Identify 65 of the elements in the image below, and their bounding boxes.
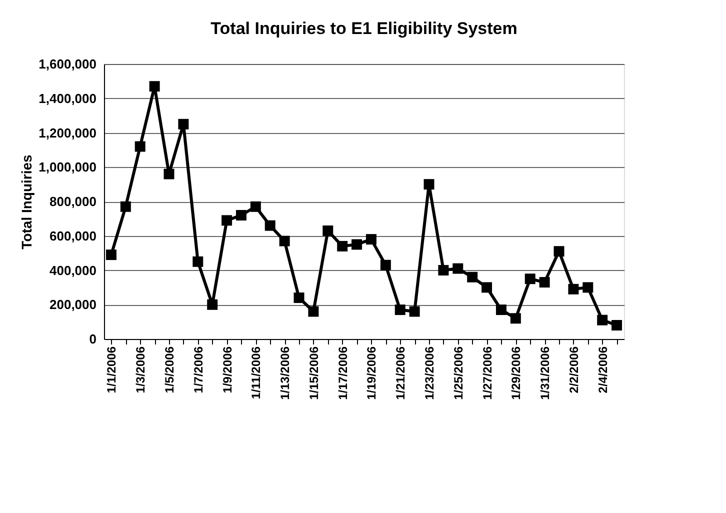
point (424, 179, 434, 190)
y-tick-label: 1,200,000 (38, 125, 96, 140)
point (308, 306, 319, 317)
x-tick-label: 1/31/2006 (538, 346, 552, 400)
y-tick-label: 600,000 (50, 228, 96, 244)
point (510, 313, 521, 324)
point (192, 256, 204, 267)
point (322, 225, 334, 236)
point (279, 236, 290, 246)
point (438, 265, 449, 276)
point (337, 240, 348, 252)
x-tick-label: 1/1/2006 (104, 346, 119, 394)
point (366, 234, 376, 245)
point (409, 306, 420, 317)
x-tick-label: 2/2/2006 (566, 346, 581, 394)
x-tick-label: 1/5/2006 (162, 346, 176, 394)
point (164, 168, 174, 180)
point (250, 201, 261, 212)
x-tick-label: 1/7/2006 (191, 346, 206, 394)
point (178, 118, 189, 130)
y-tick-label: 0 (89, 332, 96, 346)
point (236, 210, 246, 220)
x-tick-label: 1/9/2006 (220, 346, 234, 394)
point (452, 263, 464, 274)
y-tick-label: 400,000 (50, 262, 96, 278)
point (120, 201, 131, 212)
point (597, 314, 608, 326)
point (554, 246, 564, 257)
point (294, 292, 304, 303)
point (582, 282, 594, 293)
x-tick-label: 1/25/2006 (451, 346, 466, 400)
point (612, 320, 622, 330)
x-tick-label: 1/3/2006 (134, 346, 148, 394)
y-tick-label: 800,000 (50, 194, 96, 209)
point (149, 81, 160, 92)
y-tick-label: 1,000,000 (38, 160, 96, 175)
x-tick-label: 1/27/2006 (480, 346, 494, 400)
y-tick-label: 200,000 (50, 297, 96, 312)
point (134, 141, 146, 152)
x-tick-label: 1/19/2006 (364, 346, 379, 400)
x-tick-label: 1/17/2006 (336, 346, 350, 400)
point (568, 284, 579, 294)
point (524, 274, 536, 284)
point (394, 304, 406, 316)
y-axis-title: Total Inquiries (18, 154, 35, 250)
point (222, 215, 232, 226)
point (207, 299, 218, 310)
point (496, 304, 506, 316)
point (380, 260, 391, 270)
x-tick-label: 2/4/2006 (596, 346, 610, 394)
y-tick-label: 1,600,000 (38, 56, 96, 72)
point (106, 250, 116, 260)
chart-title: Total Inquiries to E1 Eligibility System (210, 19, 518, 38)
x-tick-label: 1/13/2006 (278, 346, 292, 400)
point (539, 277, 550, 288)
point (352, 239, 362, 250)
y-tick-label: 1,400,000 (38, 90, 96, 106)
x-tick-label: 1/11/2006 (249, 346, 264, 400)
point (467, 272, 478, 282)
x-tick-label: 1/15/2006 (306, 346, 321, 400)
point (264, 220, 276, 231)
x-tick-label: 1/21/2006 (394, 346, 408, 400)
x-tick-label: 1/23/2006 (422, 346, 436, 400)
point (482, 282, 492, 293)
x-tick-label: 1/29/2006 (509, 346, 524, 400)
